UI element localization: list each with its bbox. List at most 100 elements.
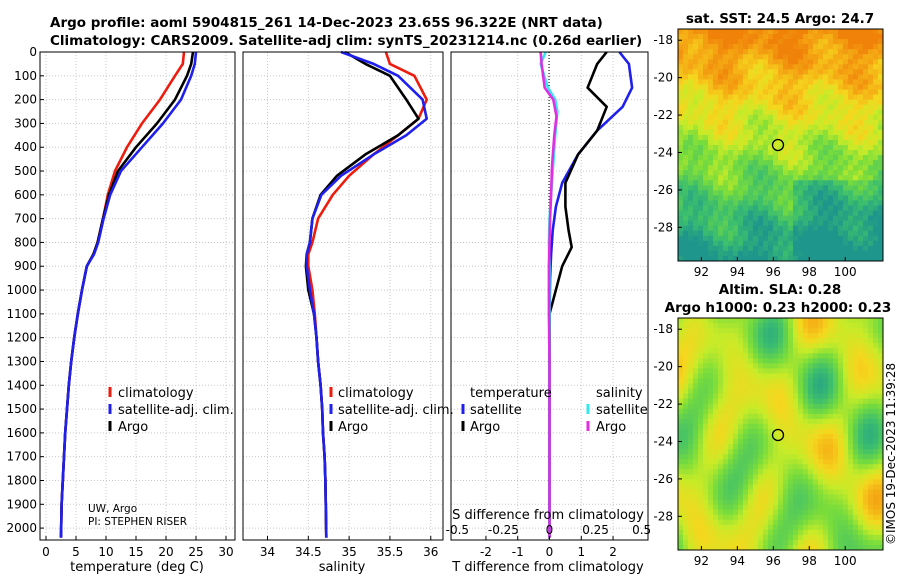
heatmap-cell [863, 170, 869, 176]
heatmap-cell [753, 368, 759, 375]
heatmap-cell [748, 368, 754, 375]
heatmap-cell [738, 444, 744, 450]
heatmap-cell [798, 124, 804, 131]
heatmap-cell [868, 338, 874, 344]
heatmap-cell [843, 155, 849, 161]
heatmap-cell [723, 524, 729, 531]
heatmap-cell [873, 129, 879, 136]
heatmap-cell [808, 54, 814, 60]
heatmap-cell [803, 514, 809, 521]
heatmap-cell [793, 84, 799, 91]
heatmap-cell [843, 64, 849, 70]
heatmap-cell [758, 499, 764, 506]
heatmap-cell [698, 383, 704, 390]
heatmap-cell [818, 348, 824, 354]
heatmap-cell [768, 155, 774, 161]
heatmap-cell [863, 338, 869, 344]
heatmap-cell [723, 139, 729, 146]
heatmap-cell [873, 245, 879, 252]
heatmap-cell [808, 195, 814, 202]
heatmap-cell [878, 388, 883, 395]
heatmap-cell [728, 114, 734, 121]
heatmap-cell [728, 439, 734, 445]
heatmap-cell [748, 333, 754, 339]
heatmap-cell [848, 230, 854, 237]
heatmap-cell [838, 190, 844, 197]
heatmap-cell [868, 423, 874, 430]
heatmap-cell [743, 99, 749, 106]
heatmap-cell [718, 119, 724, 126]
heatmap-cell [828, 338, 834, 344]
heatmap-cell [818, 328, 824, 334]
heatmap-cell [813, 434, 819, 440]
heatmap-cell [693, 210, 699, 217]
heatmap-cell [753, 225, 759, 232]
heatmap-cell [788, 54, 794, 60]
heatmap-cell [853, 124, 859, 131]
heatmap-cell [878, 489, 883, 496]
heatmap-cell [873, 44, 879, 50]
heatmap-cell [708, 150, 714, 156]
s-tick-label: 0.5 [632, 523, 651, 537]
heatmap-cell [763, 225, 769, 232]
heatmap-cell [838, 408, 844, 415]
heatmap-cell [813, 160, 819, 166]
heatmap-cell [728, 49, 734, 55]
heatmap-cell [698, 245, 704, 252]
heatmap-cell [823, 200, 829, 207]
heatmap-cell [853, 129, 859, 136]
heatmap-cell [718, 398, 724, 405]
heatmap-cell [838, 393, 844, 400]
heatmap-cell [818, 99, 824, 106]
heatmap-cell [858, 190, 864, 197]
heatmap-cell [843, 408, 849, 415]
heatmap-cell [808, 489, 814, 496]
heatmap-cell [743, 373, 749, 380]
heatmap-cell [713, 134, 719, 141]
heatmap-cell [833, 230, 839, 237]
heatmap-cell [818, 398, 824, 405]
heatmap-cell [703, 215, 709, 222]
heatmap-cell [783, 114, 789, 121]
heatmap-cell [853, 358, 859, 364]
heatmap-cell [713, 333, 719, 339]
heatmap-cell [693, 373, 699, 380]
heatmap-cell [828, 59, 834, 65]
heatmap-cell [863, 124, 869, 131]
heatmap-cell [778, 160, 784, 166]
heatmap-cell [738, 514, 744, 521]
heatmap-cell [683, 428, 689, 435]
heatmap-cell [723, 185, 729, 191]
heatmap-cell [828, 165, 834, 171]
heatmap-cell [798, 39, 804, 45]
heatmap-cell [873, 185, 879, 191]
heatmap-cell [758, 464, 764, 470]
heatmap-cell [813, 343, 819, 349]
heatmap-cell [763, 99, 769, 106]
heatmap-cell [828, 368, 834, 375]
heatmap-cell [853, 449, 859, 455]
heatmap-cell [798, 418, 804, 425]
heatmap-cell [688, 34, 694, 40]
heatmap-cell [763, 190, 769, 197]
heatmap-cell [778, 29, 784, 35]
y-tick-label: 200 [14, 93, 37, 107]
heatmap-cell [838, 240, 844, 247]
heatmap-cell [683, 444, 689, 450]
heatmap-cell [778, 323, 784, 329]
heatmap-cell [723, 423, 729, 430]
heatmap-cell [813, 499, 819, 506]
heatmap-cell [723, 529, 729, 536]
s-tick-label: -0.5 [446, 523, 469, 537]
heatmap-cell [758, 250, 764, 257]
heatmap-cell [763, 195, 769, 202]
heatmap-cell [753, 160, 759, 166]
heatmap-cell [763, 398, 769, 405]
heatmap-cell [783, 524, 789, 531]
heatmap-cell [783, 225, 789, 232]
heatmap-cell [698, 454, 704, 460]
heatmap-cell [778, 84, 784, 91]
heatmap-cell [693, 333, 699, 339]
heatmap-cell [713, 129, 719, 136]
heatmap-cell [763, 150, 769, 156]
